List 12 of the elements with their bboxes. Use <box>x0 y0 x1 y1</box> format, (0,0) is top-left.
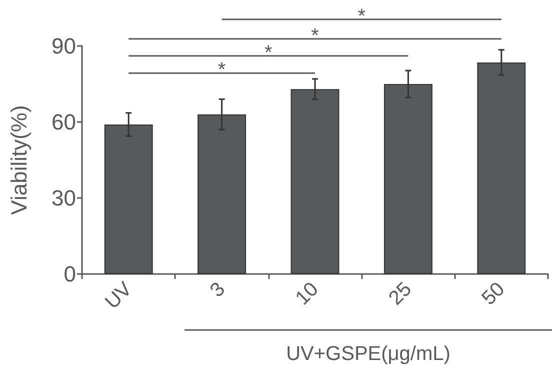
x-tick-label: UV <box>101 278 137 314</box>
x-tick-label: 50 <box>478 278 510 310</box>
y-tick-label: 60 <box>52 110 76 134</box>
x-tick-label: 3 <box>206 278 230 302</box>
y-tick-label: 90 <box>52 34 76 58</box>
x-axis-title: UV+GSPE(μg/mL) <box>286 343 450 365</box>
x-tick-label: 25 <box>384 278 416 310</box>
y-tick-label: 30 <box>52 186 76 210</box>
y-axis-title: Viability(%) <box>6 105 32 215</box>
significance-bracket: * <box>222 5 502 28</box>
x-tick-label: 10 <box>292 278 323 310</box>
y-tick-label: 0 <box>64 262 76 286</box>
